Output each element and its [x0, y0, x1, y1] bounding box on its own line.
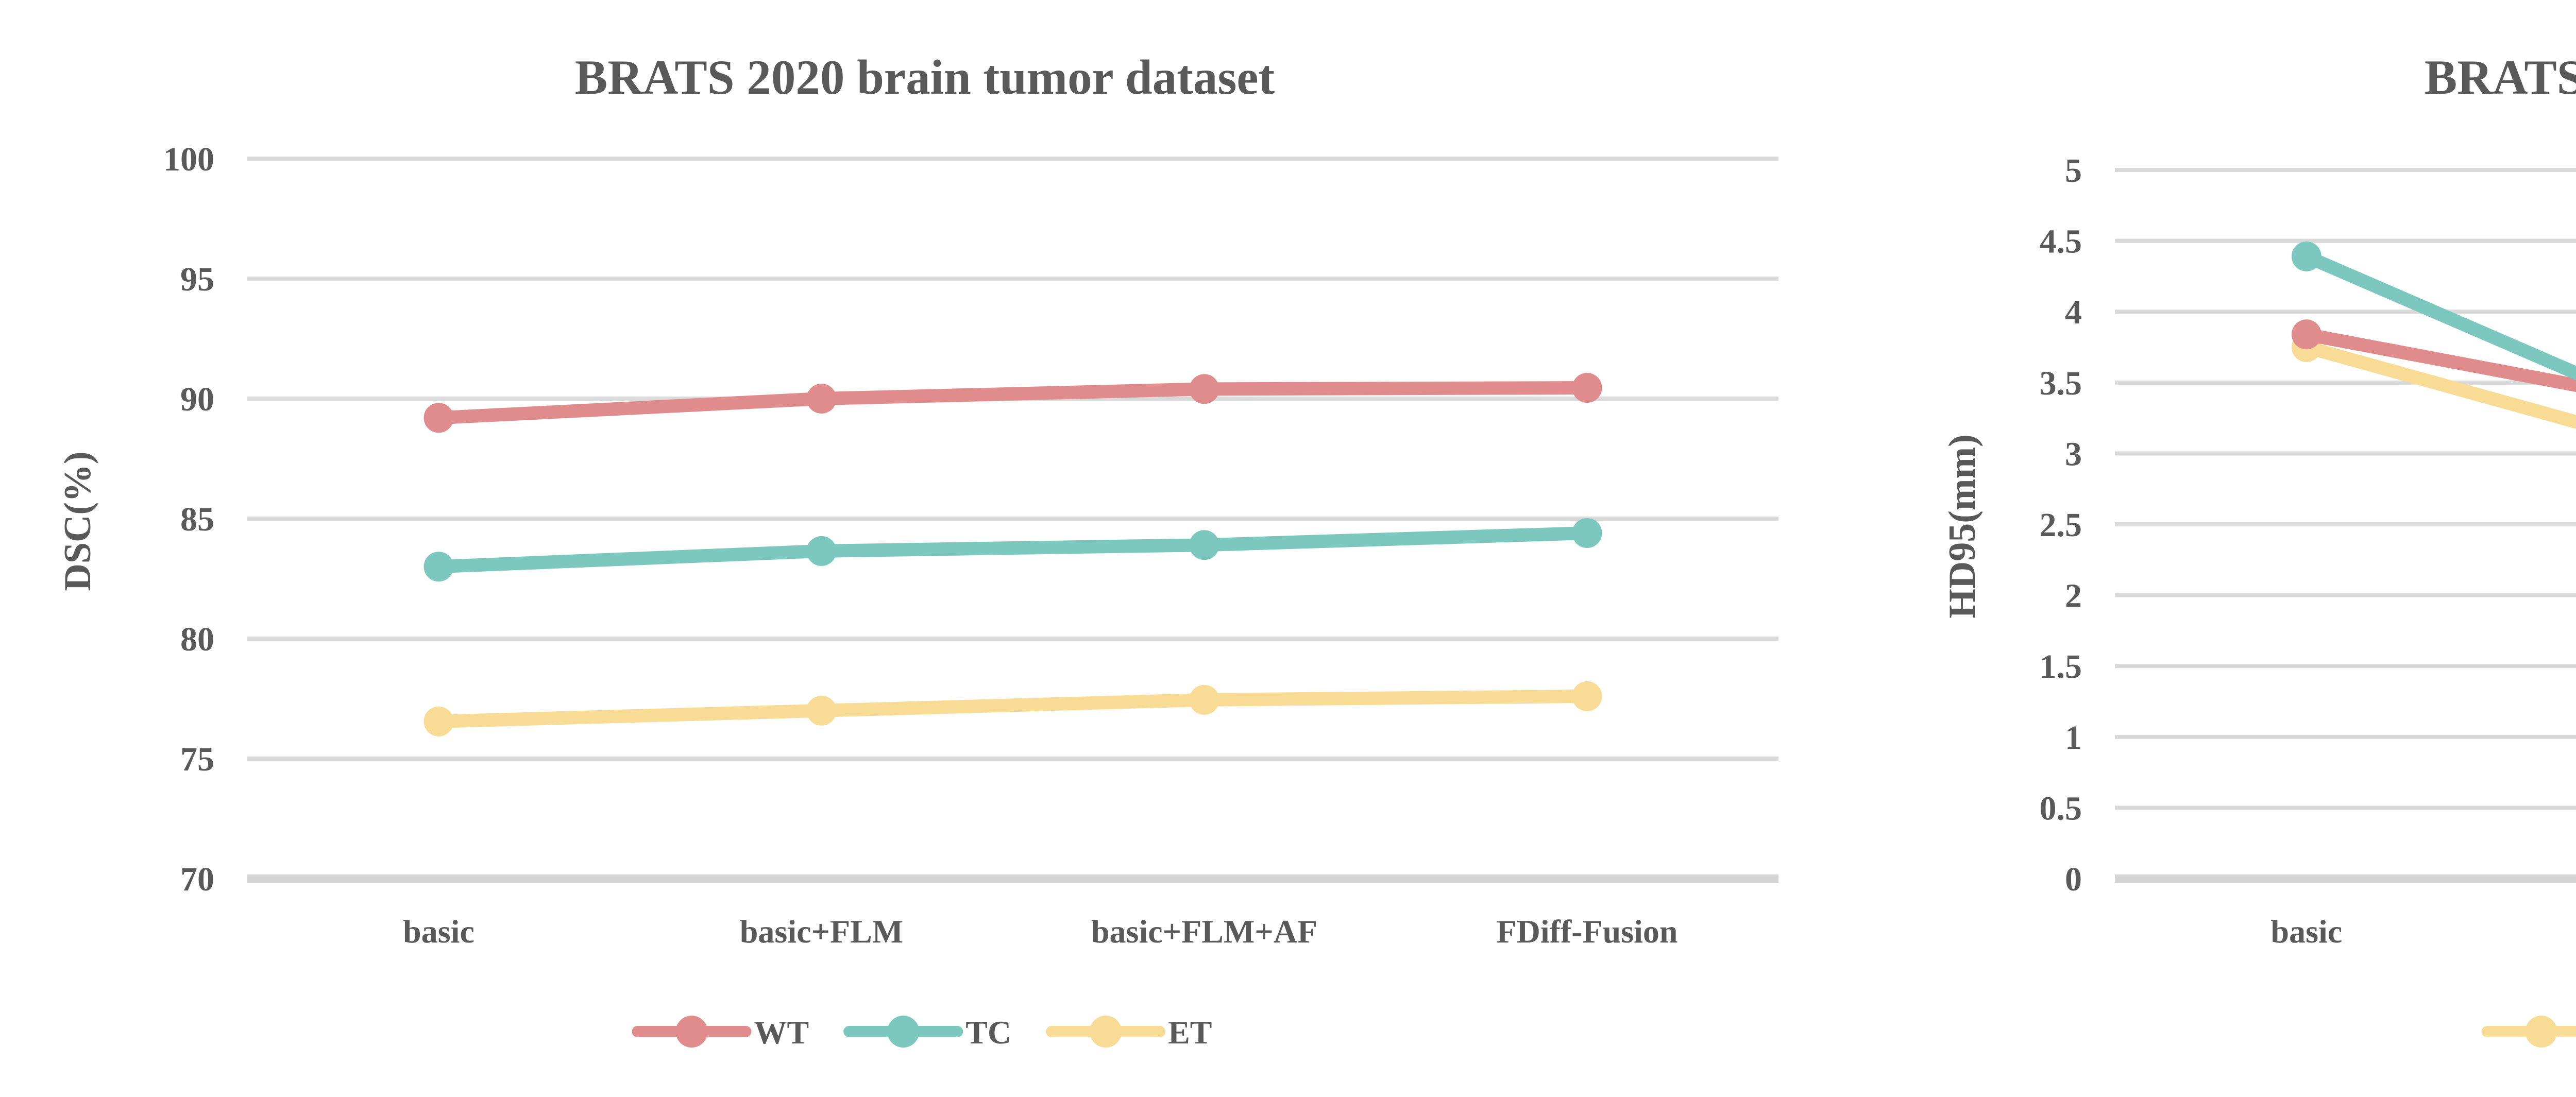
y-tick-label: 70	[180, 861, 214, 898]
series-point-tc	[1189, 530, 1219, 560]
chart-title: BRATS 2020 brain tumor dataset	[575, 50, 1275, 105]
series-point-et	[423, 706, 454, 736]
x-category-label: basic	[2271, 913, 2343, 950]
dsc-line-chart: BRATS 2020 brain tumor dataset 70 75 80 85 90…	[57, 50, 1778, 1051]
y-tick-label: 95	[180, 261, 214, 298]
legend-label: TC	[965, 1014, 1011, 1051]
legend-marker-point	[675, 1016, 708, 1048]
series-point-wt	[423, 403, 454, 433]
series-line-et	[2299, 249, 2576, 381]
chart-panel-hd95: BRATS 2020 brain tumor dataset 0 0.5 1 1.5 2 2…	[1850, 0, 2576, 1097]
y-axis-title: DSC(%)	[57, 451, 99, 591]
series-point-et	[806, 695, 837, 726]
legend-marker-point	[1090, 1016, 1122, 1048]
x-category-label: FDiff-Fusion	[1497, 913, 1678, 950]
y-tick-label: 100	[163, 141, 214, 178]
series-point-tc	[423, 552, 454, 582]
y-tick-label: 2	[2065, 577, 2082, 615]
y-tick-label: 80	[180, 621, 214, 658]
series-line-wt	[2299, 340, 2576, 429]
series-point-wt	[1572, 373, 1602, 403]
series-point-et	[1189, 684, 1219, 715]
x-category-label: basic	[403, 913, 474, 950]
chart-title: BRATS 2020 brain tumor dataset	[2425, 50, 2576, 105]
legend-item: WT	[2481, 1016, 2576, 1048]
series-line-tc	[2299, 328, 2576, 392]
y-tick-label: 2.5	[2040, 506, 2082, 544]
series-point-tc	[1572, 518, 1602, 548]
y-tick-label: 0	[2065, 861, 2082, 898]
legend-item: TC	[843, 1014, 1011, 1051]
series-point-wt	[806, 384, 837, 414]
hd95-line-chart: BRATS 2020 brain tumor dataset 0 0.5 1 1.5 2 2…	[1941, 50, 2576, 1048]
y-tick-label: 3	[2065, 435, 2082, 473]
x-category-label: basic+FLM+AF	[1091, 913, 1317, 950]
series-point-tc	[2291, 319, 2321, 350]
y-axis-title: HD95(mm)	[1941, 434, 1984, 619]
legend-marker-point	[887, 1016, 920, 1048]
y-tick-label: 1	[2065, 719, 2082, 757]
legend: WT TC ET	[632, 1014, 1212, 1051]
series-line-wt	[432, 381, 1594, 425]
y-tick-label: 4	[2065, 294, 2082, 331]
legend-marker-point	[2525, 1016, 2557, 1048]
legend-item: ET	[1046, 1014, 1212, 1051]
y-tick-label: 75	[180, 741, 214, 778]
y-tick-label: 5	[2065, 152, 2082, 190]
series-point-et	[1572, 681, 1602, 711]
series-line-tc	[432, 526, 1594, 574]
x-category-label: basic+FLM	[740, 913, 903, 950]
series-line-et	[432, 689, 1594, 728]
y-tick-label: 90	[180, 381, 214, 418]
y-tick-label: 1.5	[2040, 648, 2082, 685]
series-point-wt	[1189, 374, 1219, 404]
chart-panel-dsc: BRATS 2020 brain tumor dataset 70 75 80 85 90…	[57, 50, 1778, 1051]
series-point-et	[2291, 241, 2321, 271]
legend-label: ET	[1168, 1014, 1212, 1051]
legend-label: WT	[754, 1014, 809, 1051]
y-tick-label: 85	[180, 501, 214, 538]
y-tick-label: 3.5	[2040, 365, 2082, 402]
legend-item: WT	[632, 1014, 809, 1051]
y-tick-label: 4.5	[2040, 223, 2082, 261]
y-tick-label: 0.5	[2040, 790, 2082, 827]
series-point-tc	[806, 536, 837, 566]
